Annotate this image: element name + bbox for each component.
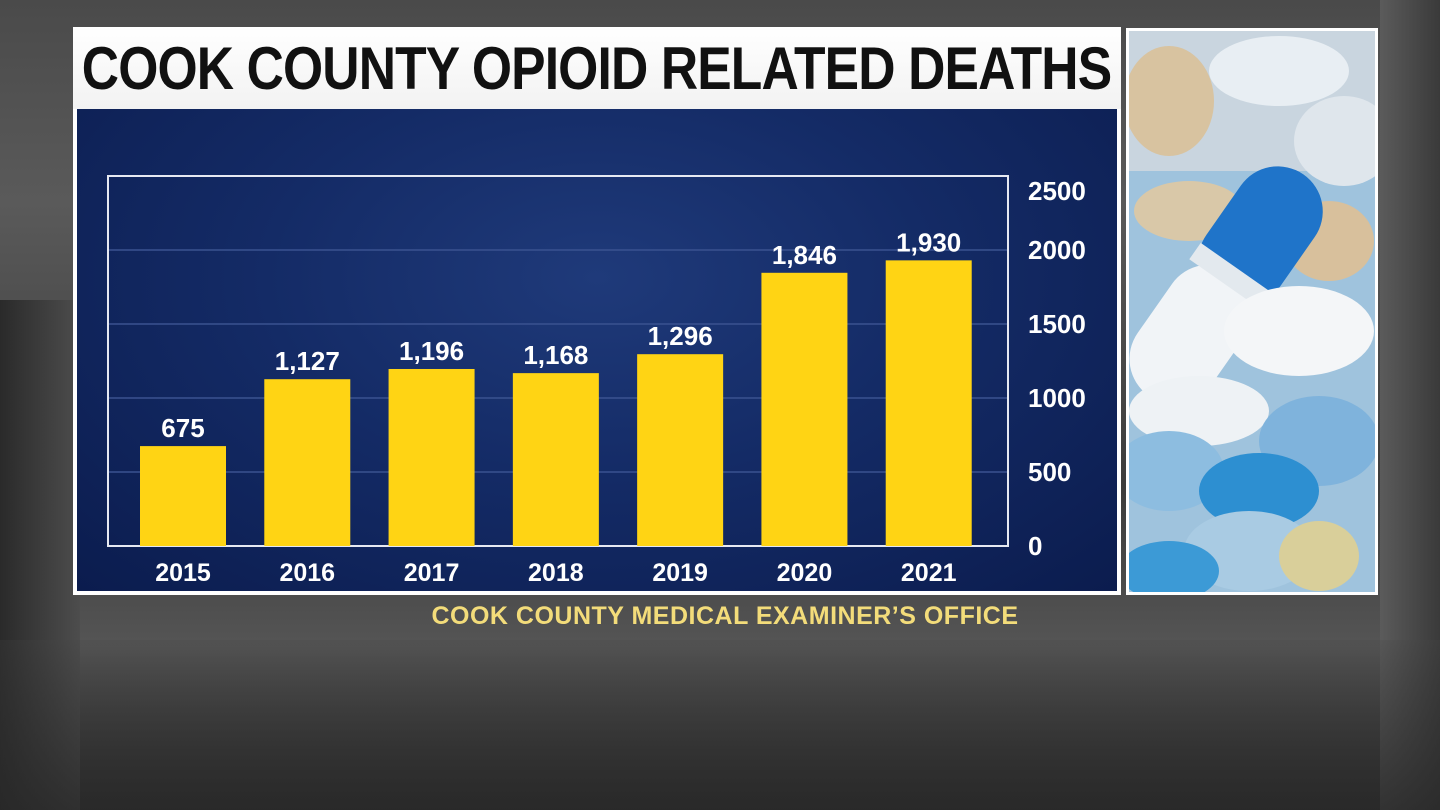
data-label: 1,127 bbox=[275, 346, 340, 376]
photo-panel bbox=[1126, 28, 1378, 595]
bar-2019 bbox=[637, 354, 724, 546]
y-tick-label: 1000 bbox=[1028, 383, 1086, 413]
data-label: 1,296 bbox=[648, 321, 713, 351]
graphic-panel: COOK COUNTY OPIOID RELATED DEATHS 675 201… bbox=[73, 27, 1121, 595]
bar-2018 bbox=[512, 373, 599, 546]
bar-2020 bbox=[761, 272, 848, 546]
data-label: 1,168 bbox=[523, 340, 588, 370]
data-label: 675 bbox=[161, 413, 204, 443]
x-tick-label: 2018 bbox=[528, 559, 584, 587]
y-tick-label: 500 bbox=[1028, 457, 1071, 487]
x-tick-label: 2021 bbox=[901, 559, 957, 587]
background-blur-bottom bbox=[0, 640, 1440, 810]
x-tick-label: 2016 bbox=[279, 559, 335, 587]
title-bar: COOK COUNTY OPIOID RELATED DEATHS bbox=[73, 27, 1121, 109]
bar-2017 bbox=[388, 368, 475, 546]
bar-chart: 675 2015 1,127 2016 1,196 2017 1,168 2018 1,296 2… bbox=[107, 175, 1086, 587]
chart-title: COOK COUNTY OPIOID RELATED DEATHS bbox=[82, 34, 1112, 102]
x-tick-label: 2017 bbox=[404, 559, 460, 587]
bar-2015 bbox=[140, 446, 226, 546]
y-tick-label: 2000 bbox=[1028, 235, 1086, 265]
x-tick-label: 2020 bbox=[777, 559, 833, 587]
y-tick-label: 2500 bbox=[1028, 176, 1086, 206]
data-label: 1,930 bbox=[896, 227, 961, 257]
bar-2016 bbox=[264, 379, 351, 546]
data-label: 1,846 bbox=[772, 240, 837, 270]
data-label: 1,196 bbox=[399, 336, 464, 366]
pills-photo-icon bbox=[1129, 31, 1375, 592]
x-tick-label: 2019 bbox=[652, 559, 708, 587]
chart-area: 675 2015 1,127 2016 1,196 2017 1,168 2018 1,296 2… bbox=[77, 109, 1117, 591]
x-tick-label: 2015 bbox=[155, 559, 211, 587]
bar-2021 bbox=[885, 260, 972, 546]
y-tick-label: 0 bbox=[1028, 531, 1042, 561]
source-label: COOK COUNTY MEDICAL EXAMINER’S OFFICE bbox=[431, 602, 1019, 630]
y-tick-label: 1500 bbox=[1028, 309, 1086, 339]
